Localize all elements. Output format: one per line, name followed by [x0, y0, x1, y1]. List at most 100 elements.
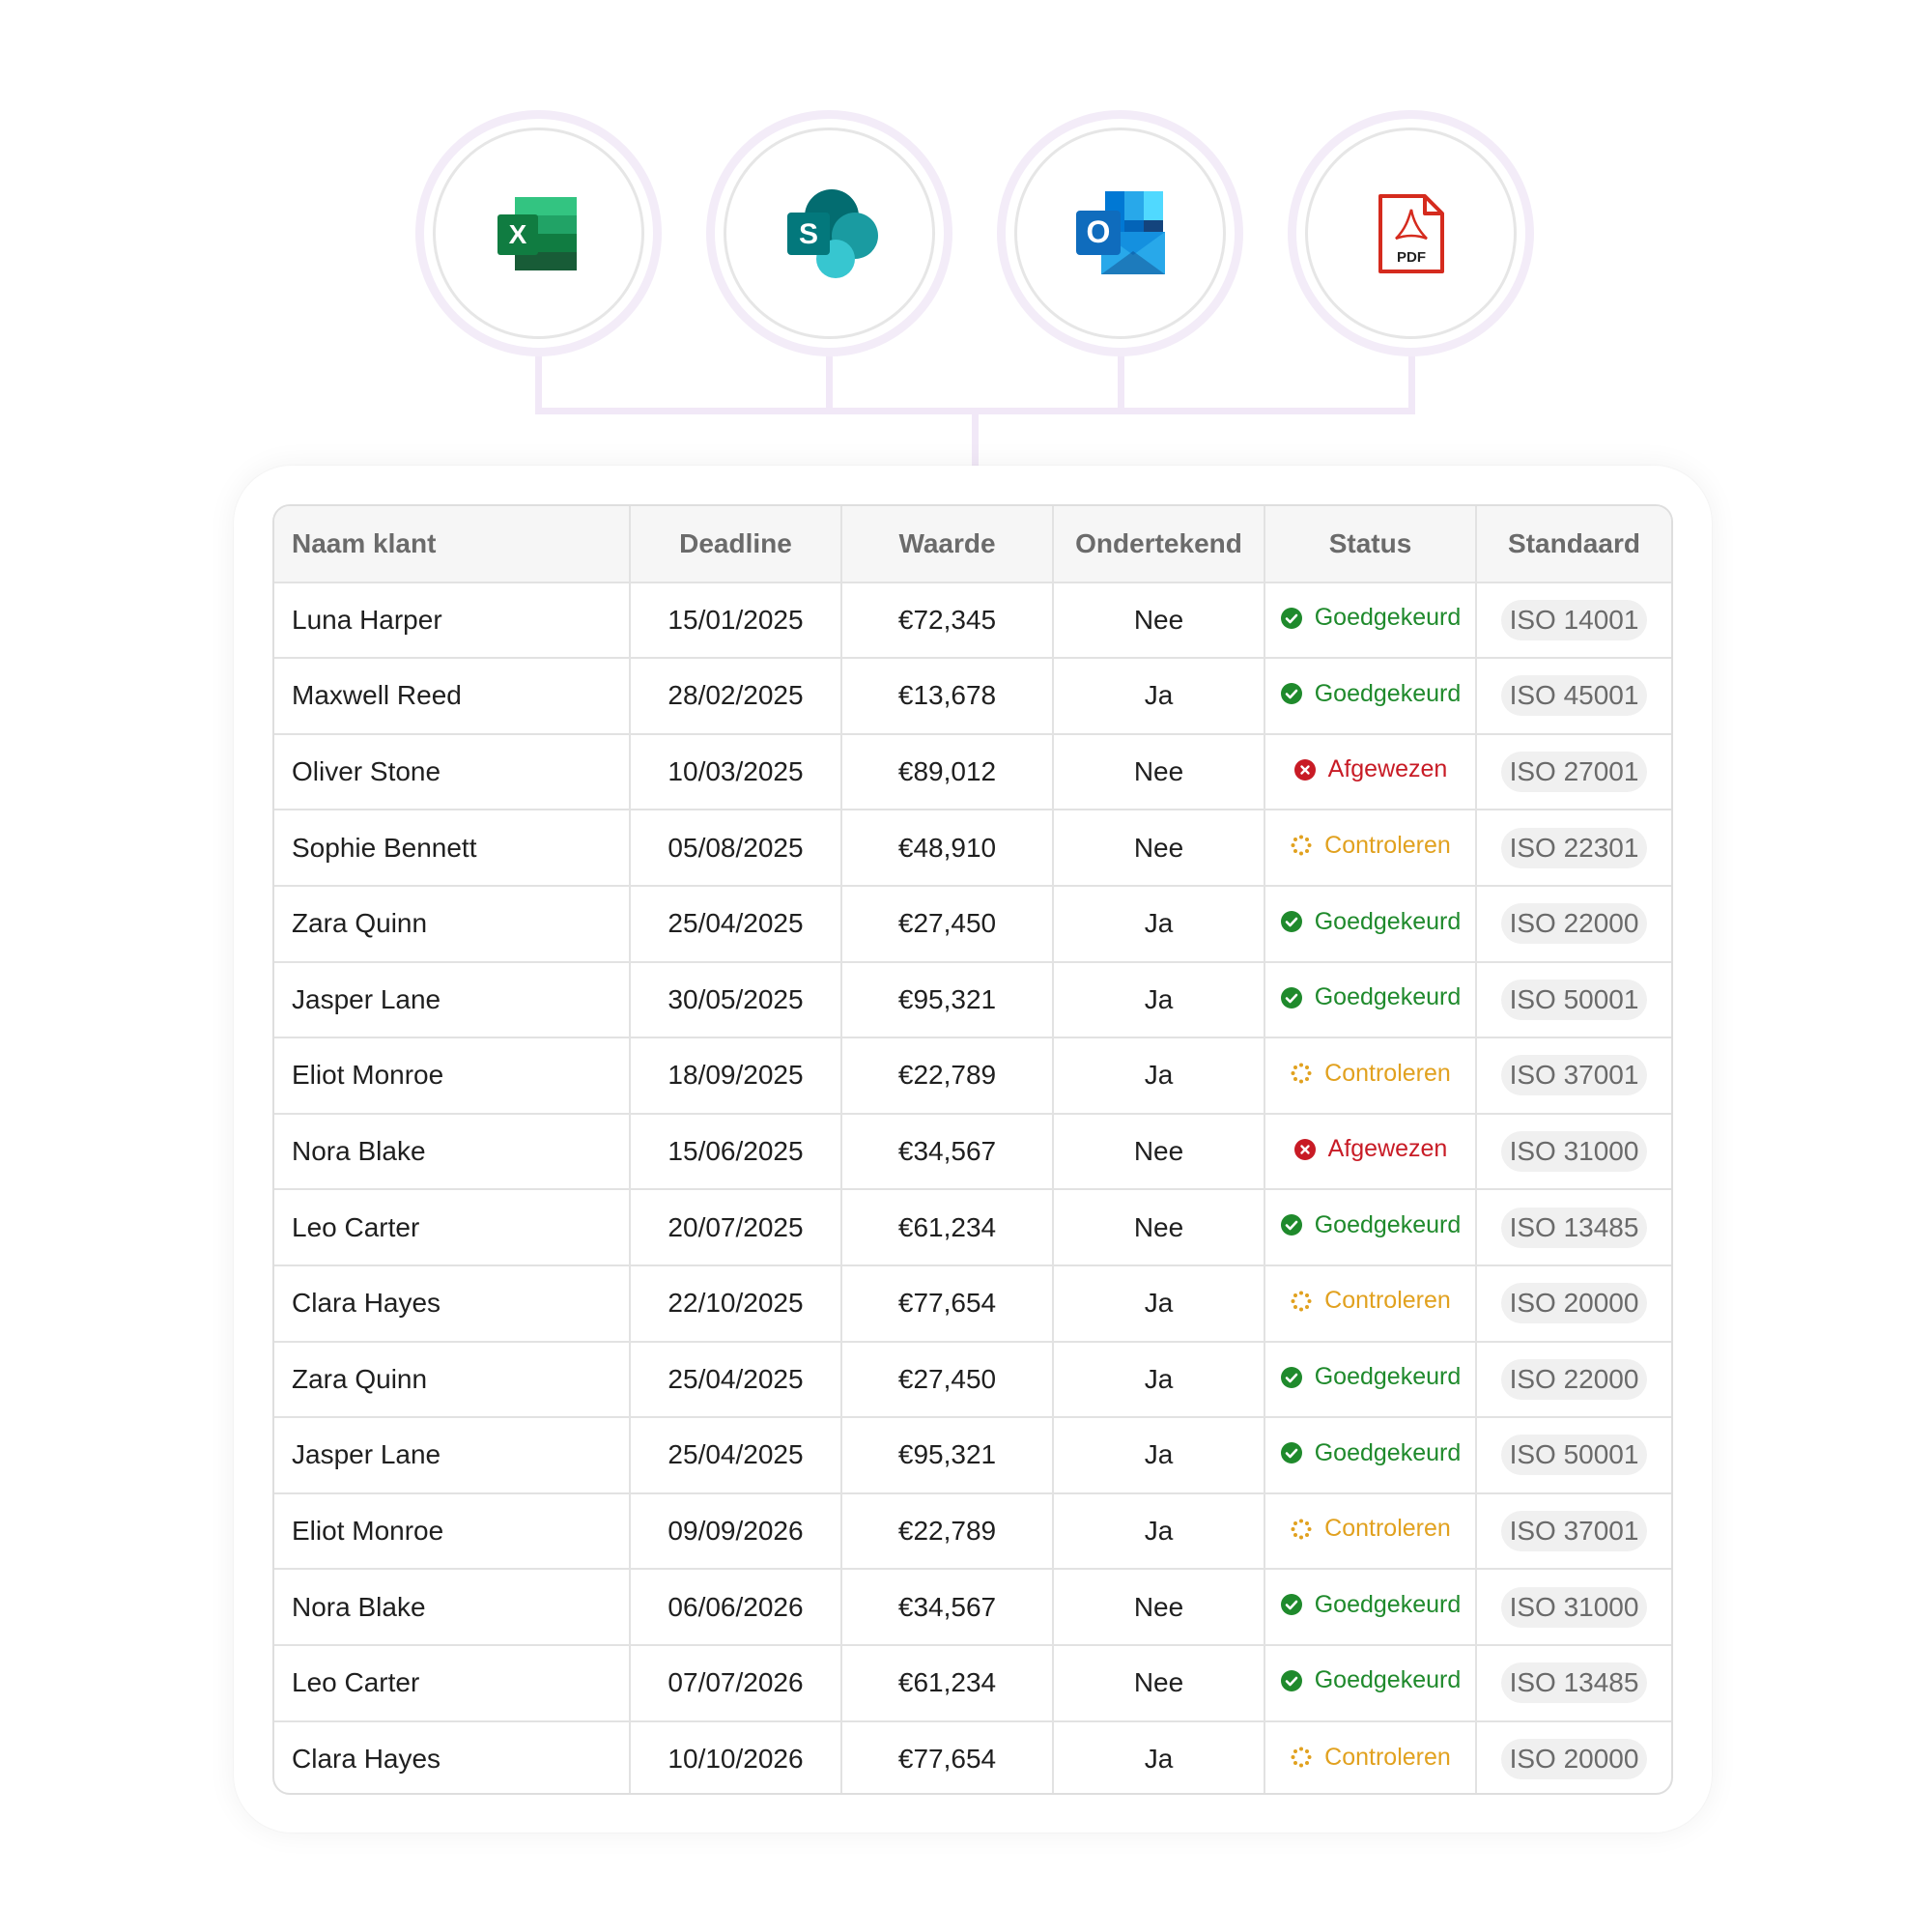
x-circle-icon: [1293, 1138, 1317, 1161]
cell-waarde: €95,321: [841, 961, 1054, 1039]
check-circle-icon: [1280, 682, 1303, 705]
cell-deadline: 09/09/2026: [630, 1492, 842, 1571]
cell-status: Goedgekeurd: [1264, 1341, 1477, 1419]
status-badge: Goedgekeurd: [1280, 680, 1461, 708]
cell-naam-klant: Luna Harper: [274, 582, 631, 660]
cell-naam-klant: Eliot Monroe: [274, 1037, 631, 1115]
status-badge: Controleren: [1290, 1744, 1451, 1772]
integration-excel[interactable]: X: [415, 110, 662, 356]
table-row[interactable]: Clara Hayes 22/10/2025 €77,654 Ja Controlere…: [274, 1264, 1671, 1343]
table-row[interactable]: Leo Carter 20/07/2025 €61,234 Nee Goedgekeur…: [274, 1189, 1671, 1266]
cell-deadline: 18/09/2025: [630, 1037, 842, 1115]
cell-status: Controleren: [1264, 1720, 1477, 1793]
table-row[interactable]: Luna Harper 15/01/2025 €72,345 Nee Goedgekeu…: [274, 582, 1671, 660]
cell-waarde: €22,789: [841, 1037, 1054, 1115]
table-body: Luna Harper 15/01/2025 €72,345 Nee Goedgekeu…: [274, 582, 1671, 1793]
status-badge: Goedgekeurd: [1280, 983, 1461, 1011]
cell-ondertekend: Ja: [1053, 1492, 1265, 1571]
cell-standaard: ISO 22000: [1476, 1341, 1671, 1419]
status-label: Goedgekeurd: [1314, 907, 1462, 935]
header-ondertekend[interactable]: Ondertekend: [1053, 506, 1265, 583]
header-status[interactable]: Status: [1264, 506, 1477, 583]
table-row[interactable]: Zara Quinn 25/04/2025 €27,450 Ja Goedgekeurd…: [274, 885, 1671, 963]
status-label: Goedgekeurd: [1314, 1590, 1462, 1618]
cell-ondertekend: Ja: [1053, 1417, 1265, 1494]
cell-ondertekend: Ja: [1053, 1720, 1265, 1793]
cell-deadline: 20/07/2025: [630, 1189, 842, 1266]
cell-deadline: 10/03/2025: [630, 733, 842, 811]
connector-horizontal: [535, 408, 1415, 414]
table-row[interactable]: Clara Hayes 10/10/2026 €77,654 Ja Controlere…: [274, 1720, 1671, 1793]
cell-ondertekend: Nee: [1053, 810, 1265, 887]
cell-ondertekend: Nee: [1053, 582, 1265, 660]
cell-status: Goedgekeurd: [1264, 1189, 1477, 1266]
cell-standaard: ISO 31000: [1476, 1569, 1671, 1646]
check-circle-icon: [1280, 986, 1303, 1009]
cell-status: Goedgekeurd: [1264, 582, 1477, 660]
table-row[interactable]: Eliot Monroe 09/09/2026 €22,789 Ja Controler…: [274, 1492, 1671, 1571]
cell-waarde: €34,567: [841, 1569, 1054, 1646]
x-circle-icon: [1293, 758, 1317, 781]
standard-badge: ISO 50001: [1500, 1435, 1648, 1476]
table-row[interactable]: Zara Quinn 25/04/2025 €27,450 Ja Goedgekeurd…: [274, 1341, 1671, 1419]
standard-badge: ISO 13485: [1500, 1207, 1648, 1248]
status-badge: Afgewezen: [1293, 755, 1447, 783]
table-row[interactable]: Eliot Monroe 18/09/2025 €22,789 Ja Controler…: [274, 1037, 1671, 1115]
check-circle-icon: [1280, 910, 1303, 933]
cell-status: Afgewezen: [1264, 1113, 1477, 1191]
cell-standaard: ISO 20000: [1476, 1264, 1671, 1343]
table-row[interactable]: Maxwell Reed 28/02/2025 €13,678 Ja Goedgekeu…: [274, 658, 1671, 735]
table-row[interactable]: Jasper Lane 25/04/2025 €95,321 Ja Goedgekeur…: [274, 1417, 1671, 1494]
cell-naam-klant: Jasper Lane: [274, 1417, 631, 1494]
cell-ondertekend: Nee: [1053, 1113, 1265, 1191]
status-badge: Goedgekeurd: [1280, 1210, 1462, 1239]
status-label: Controleren: [1324, 1743, 1451, 1771]
cell-deadline: 25/04/2025: [630, 885, 842, 963]
table-row[interactable]: Nora Blake 06/06/2026 €34,567 Nee Goedgekeur…: [274, 1569, 1671, 1646]
check-circle-icon: [1280, 1213, 1303, 1236]
standard-badge: ISO 37001: [1500, 1511, 1648, 1552]
table-row[interactable]: Nora Blake 15/06/2025 €34,567 Nee Afgewezen I…: [274, 1113, 1671, 1191]
cell-ondertekend: Nee: [1053, 1644, 1265, 1722]
status-badge: Goedgekeurd: [1280, 1666, 1461, 1694]
cell-status: Controleren: [1264, 810, 1477, 887]
table-row[interactable]: Jasper Lane 30/05/2025 €95,321 Ja Goedgekeur…: [274, 961, 1671, 1039]
status-label: Goedgekeurd: [1314, 1363, 1462, 1391]
table-row[interactable]: Sophie Bennett 05/08/2025 €48,910 Nee Contro…: [274, 810, 1671, 887]
cell-ondertekend: Ja: [1053, 658, 1265, 735]
cell-status: Afgewezen: [1264, 733, 1477, 811]
header-naam-klant[interactable]: Naam klant: [274, 506, 631, 583]
header-standaard[interactable]: Standaard: [1476, 506, 1671, 583]
cell-ondertekend: Nee: [1053, 1189, 1265, 1266]
loading-icon: [1290, 1746, 1313, 1769]
header-waarde[interactable]: Waarde: [841, 506, 1054, 583]
connector-center: [972, 414, 979, 466]
table-row[interactable]: Oliver Stone 10/03/2025 €89,012 Nee Afgeweze…: [274, 733, 1671, 811]
status-badge: Controleren: [1290, 1060, 1451, 1088]
sharepoint-icon: S: [786, 189, 878, 278]
integration-pdf[interactable]: PDF: [1288, 110, 1534, 356]
cell-standaard: ISO 31000: [1476, 1113, 1671, 1191]
loading-icon: [1290, 1518, 1313, 1541]
cell-status: Goedgekeurd: [1264, 1417, 1477, 1494]
standard-badge: ISO 27001: [1500, 752, 1648, 793]
svg-text:X: X: [508, 219, 526, 249]
cell-waarde: €22,789: [841, 1492, 1054, 1571]
cell-deadline: 25/04/2025: [630, 1417, 842, 1494]
status-badge: Controleren: [1290, 832, 1451, 860]
cell-status: Controleren: [1264, 1264, 1477, 1343]
status-label: Goedgekeurd: [1314, 1210, 1462, 1238]
status-label: Controleren: [1324, 831, 1451, 859]
standard-badge: ISO 22000: [1500, 1358, 1648, 1400]
cell-naam-klant: Zara Quinn: [274, 1341, 631, 1419]
table-row[interactable]: Leo Carter 07/07/2026 €61,234 Nee Goedgekeur…: [274, 1644, 1671, 1722]
cell-ondertekend: Ja: [1053, 1341, 1265, 1419]
integration-outlook[interactable]: O: [997, 110, 1243, 356]
header-deadline[interactable]: Deadline: [630, 506, 842, 583]
excel-icon: X: [497, 196, 577, 270]
status-label: Goedgekeurd: [1314, 1438, 1462, 1466]
integration-sharepoint[interactable]: S: [706, 110, 952, 356]
cell-deadline: 15/01/2025: [630, 582, 842, 660]
status-badge: Goedgekeurd: [1280, 604, 1461, 632]
